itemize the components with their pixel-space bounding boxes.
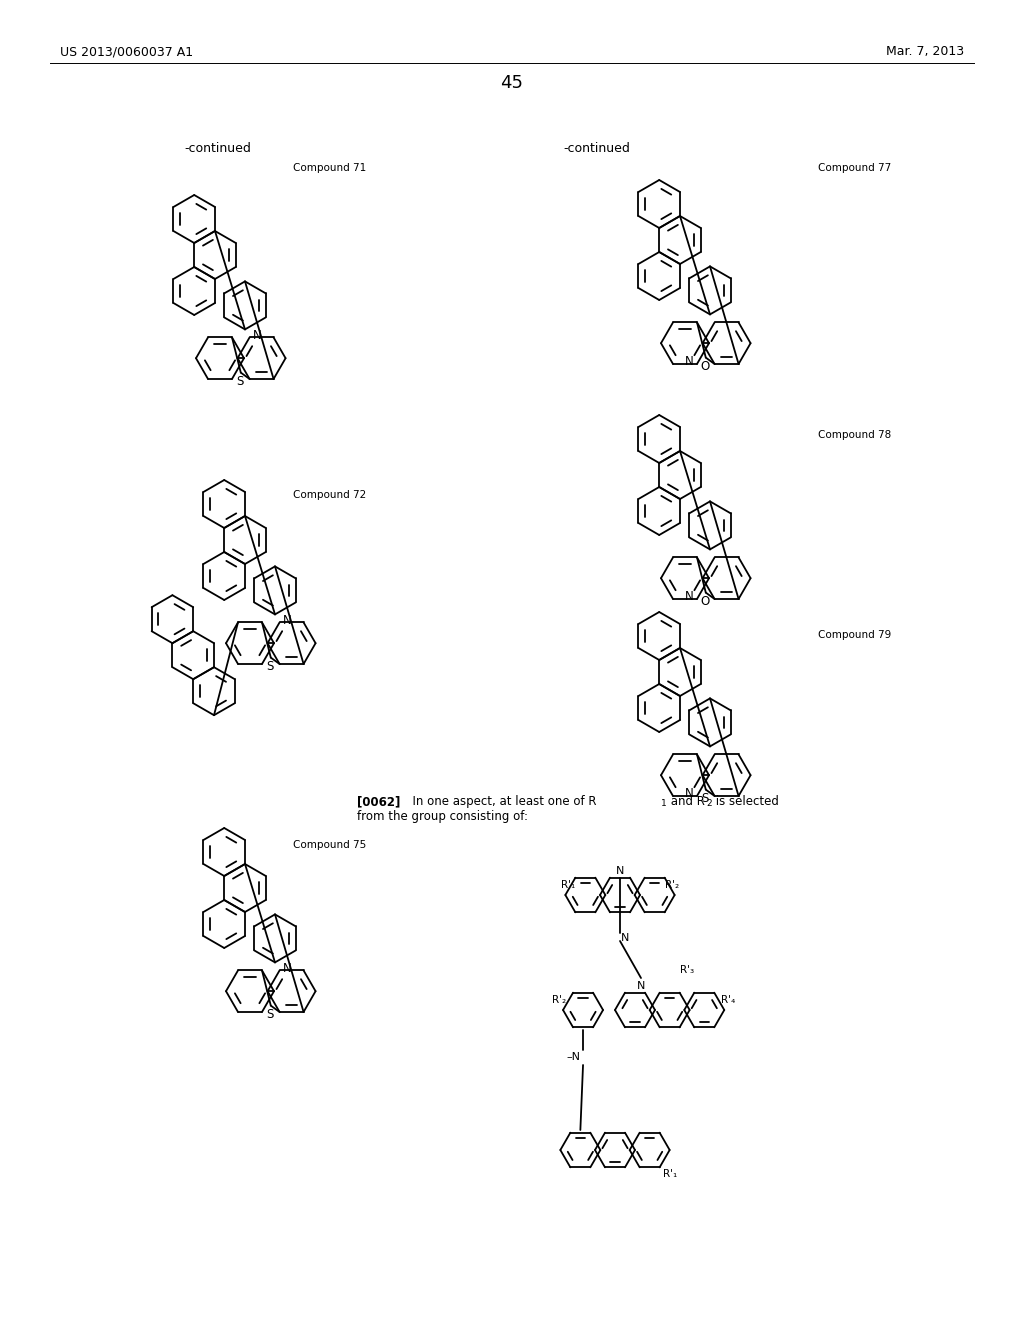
Text: Compound 72: Compound 72 — [293, 490, 367, 500]
Text: 2: 2 — [706, 799, 712, 808]
Text: R'₃: R'₃ — [680, 965, 694, 975]
Text: and R: and R — [667, 795, 705, 808]
Text: R'₄: R'₄ — [721, 995, 735, 1005]
Text: Compound 78: Compound 78 — [818, 430, 892, 440]
Text: R'₂: R'₂ — [552, 995, 566, 1005]
Text: N: N — [685, 355, 693, 368]
Text: N: N — [637, 981, 645, 991]
Text: Compound 77: Compound 77 — [818, 162, 892, 173]
Text: O: O — [700, 360, 710, 374]
Text: S: S — [266, 660, 273, 673]
Text: R'₁: R'₁ — [561, 880, 575, 890]
Text: N: N — [621, 933, 629, 942]
Text: S: S — [237, 375, 244, 388]
Text: R'₂: R'₂ — [665, 880, 679, 890]
Text: N: N — [253, 329, 262, 342]
Text: Compound 75: Compound 75 — [293, 840, 367, 850]
Text: In one aspect, at least one of R: In one aspect, at least one of R — [406, 795, 597, 808]
Text: Compound 71: Compound 71 — [293, 162, 367, 173]
Text: -continued: -continued — [184, 141, 252, 154]
Text: R'₁: R'₁ — [664, 1170, 678, 1179]
Text: Mar. 7, 2013: Mar. 7, 2013 — [886, 45, 964, 58]
Text: N: N — [284, 962, 292, 975]
Text: S: S — [266, 1008, 273, 1022]
Text: from the group consisting of:: from the group consisting of: — [357, 810, 528, 822]
Text: N: N — [685, 788, 693, 800]
Text: O: O — [700, 595, 710, 609]
Text: -continued: -continued — [563, 141, 631, 154]
Text: 45: 45 — [501, 74, 523, 92]
Text: S: S — [701, 792, 709, 805]
Text: N: N — [615, 866, 625, 876]
Text: is selected: is selected — [712, 795, 779, 808]
Text: US 2013/0060037 A1: US 2013/0060037 A1 — [60, 45, 194, 58]
Text: Compound 79: Compound 79 — [818, 630, 892, 640]
Text: [0062]: [0062] — [357, 795, 400, 808]
Text: N: N — [284, 614, 292, 627]
Text: –N: –N — [566, 1052, 580, 1063]
Text: N: N — [685, 590, 693, 603]
Text: 1: 1 — [662, 799, 667, 808]
